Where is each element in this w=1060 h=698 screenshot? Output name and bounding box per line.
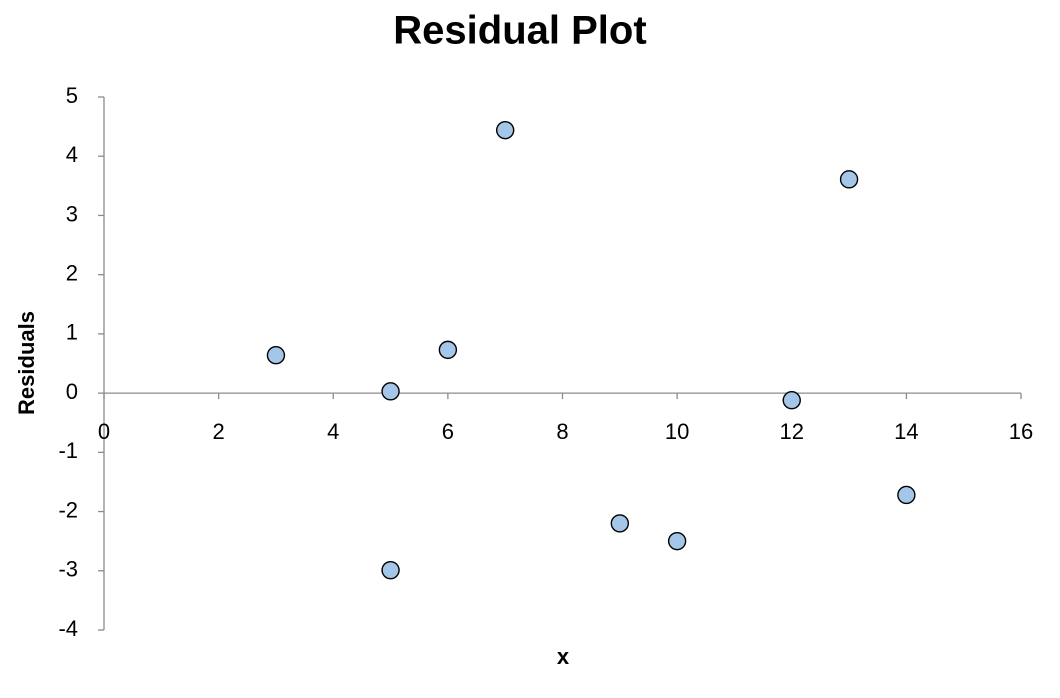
point: [381, 382, 400, 401]
y-axis-label: Residuals: [14, 311, 39, 415]
y-tick-label: -2: [58, 497, 78, 522]
y-tick-label: 0: [66, 379, 78, 404]
y-tick-label: -4: [58, 616, 78, 641]
point: [782, 391, 801, 410]
point: [381, 560, 400, 580]
x-axis-label: x: [557, 644, 570, 669]
x-tick-label: 12: [780, 419, 804, 444]
y-tick-label: 3: [66, 201, 78, 226]
x-tick-label: 2: [213, 419, 225, 444]
y-tick-label: 2: [66, 260, 78, 285]
point: [495, 120, 515, 140]
x-tick-label: 14: [894, 419, 918, 444]
point: [438, 340, 458, 360]
point: [667, 531, 687, 551]
x-tick-label: 10: [665, 419, 689, 444]
y-tick-label: 1: [66, 320, 78, 345]
x-tick-label: 4: [327, 419, 339, 444]
x-tick-label: 0: [98, 419, 110, 444]
point: [839, 170, 859, 189]
y-tick-label: 4: [66, 142, 78, 167]
x-tick-label: 8: [556, 419, 568, 444]
chart-title: Residual Plot: [393, 9, 646, 53]
y-tick-label: -3: [58, 557, 78, 582]
y-tick-label: -1: [58, 438, 78, 463]
x-tick-label: 16: [1009, 419, 1033, 444]
point: [897, 485, 916, 505]
point: [610, 514, 630, 533]
point: [266, 346, 286, 365]
y-tick-label: 5: [66, 83, 78, 108]
x-tick-label: 6: [442, 419, 454, 444]
